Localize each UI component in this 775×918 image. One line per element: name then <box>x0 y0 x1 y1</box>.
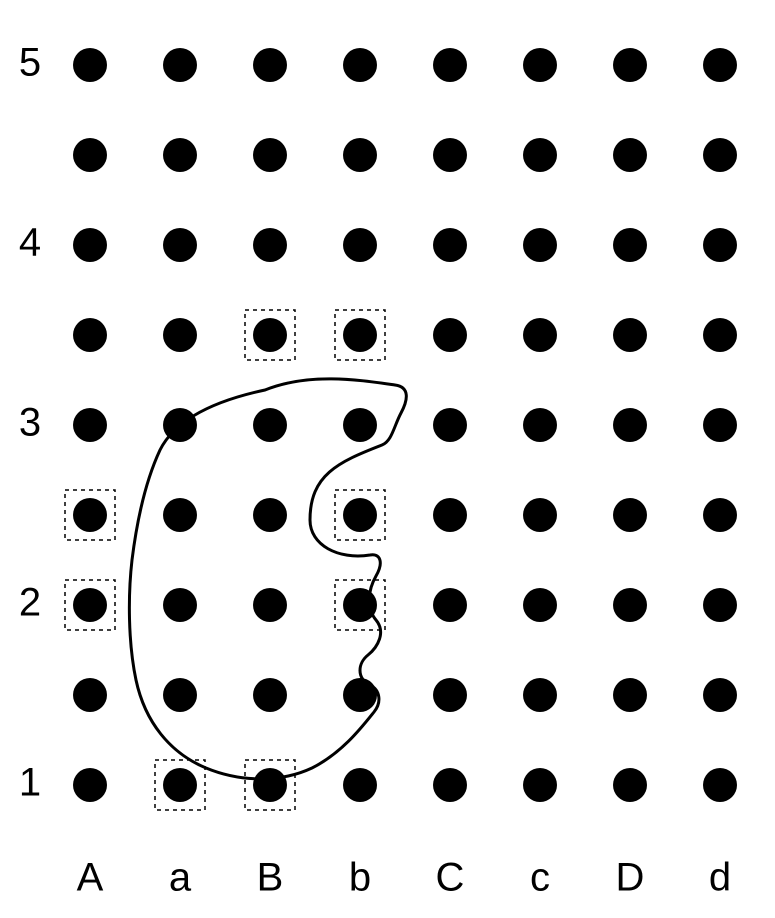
grid-dot <box>613 678 647 712</box>
grid-dot <box>523 498 557 532</box>
grid-dot <box>73 768 107 802</box>
grid-dot <box>253 678 287 712</box>
grid-dot <box>73 678 107 712</box>
grid-dot <box>343 768 377 802</box>
grid-dot <box>523 48 557 82</box>
grid-dot <box>433 48 467 82</box>
grid-dot <box>253 138 287 172</box>
grid-dot <box>433 678 467 712</box>
grid-dot <box>163 498 197 532</box>
grid-dot <box>73 408 107 442</box>
boxes-layer <box>65 310 385 810</box>
grid-dot <box>163 588 197 622</box>
grid-dot <box>73 498 107 532</box>
col-labels-layer: Aa Bb Cc Dd <box>77 856 731 900</box>
grid-dot <box>73 228 107 262</box>
grid-dot <box>703 48 737 82</box>
grid-dot <box>253 48 287 82</box>
grid-diagram: 5 4 3 2 1 Aa Bb Cc Dd <box>0 0 775 918</box>
grid-dot <box>73 48 107 82</box>
grid-dot <box>433 588 467 622</box>
grid-dot <box>523 408 557 442</box>
grid-dot <box>613 138 647 172</box>
grid-dot <box>73 138 107 172</box>
grid-dot <box>613 498 647 532</box>
grid-dot <box>703 678 737 712</box>
grid-dot <box>343 318 377 352</box>
dots-layer <box>73 48 737 802</box>
col-label: a <box>169 856 192 900</box>
grid-dot <box>523 138 557 172</box>
grid-dot <box>253 588 287 622</box>
grid-dot <box>343 138 377 172</box>
grid-dot <box>253 318 287 352</box>
row-label: 4 <box>19 221 41 265</box>
row-label: 1 <box>19 761 41 805</box>
grid-dot <box>163 228 197 262</box>
grid-dot <box>163 318 197 352</box>
grid-dot <box>703 408 737 442</box>
grid-dot <box>523 318 557 352</box>
col-label: d <box>709 856 731 900</box>
grid-dot <box>523 588 557 622</box>
grid-dot <box>703 318 737 352</box>
grid-dot <box>613 768 647 802</box>
col-label: C <box>436 856 465 900</box>
col-label: c <box>530 856 550 900</box>
grid-dot <box>253 768 287 802</box>
grid-dot <box>253 228 287 262</box>
grid-dot <box>613 228 647 262</box>
grid-dot <box>163 48 197 82</box>
grid-dot <box>343 498 377 532</box>
row-label: 5 <box>19 41 41 85</box>
row-label: 3 <box>19 401 41 445</box>
grid-dot <box>433 768 467 802</box>
grid-dot <box>703 768 737 802</box>
grid-dot <box>703 138 737 172</box>
grid-dot <box>343 408 377 442</box>
grid-dot <box>613 318 647 352</box>
grid-dot <box>73 318 107 352</box>
grid-dot <box>613 408 647 442</box>
grid-dot <box>613 588 647 622</box>
col-label: A <box>77 856 104 900</box>
grid-dot <box>163 678 197 712</box>
grid-dot <box>343 228 377 262</box>
col-label: b <box>349 856 371 900</box>
grid-dot <box>433 318 467 352</box>
grid-dot <box>703 588 737 622</box>
grid-dot <box>433 498 467 532</box>
grid-dot <box>253 498 287 532</box>
col-label: D <box>616 856 645 900</box>
row-label: 2 <box>19 581 41 625</box>
grid-dot <box>523 228 557 262</box>
row-labels-layer: 5 4 3 2 1 <box>19 41 41 805</box>
grid-dot <box>523 768 557 802</box>
grid-dot <box>703 498 737 532</box>
grid-dot <box>703 228 737 262</box>
grid-dot <box>163 768 197 802</box>
grid-dot <box>343 588 377 622</box>
grid-dot <box>433 408 467 442</box>
grid-dot <box>523 678 557 712</box>
grid-dot <box>253 408 287 442</box>
grid-dot <box>73 588 107 622</box>
grid-dot <box>163 138 197 172</box>
grid-dot <box>343 48 377 82</box>
grid-dot <box>433 228 467 262</box>
grid-dot <box>433 138 467 172</box>
grid-dot <box>343 678 377 712</box>
col-label: B <box>257 856 284 900</box>
grid-dot <box>613 48 647 82</box>
